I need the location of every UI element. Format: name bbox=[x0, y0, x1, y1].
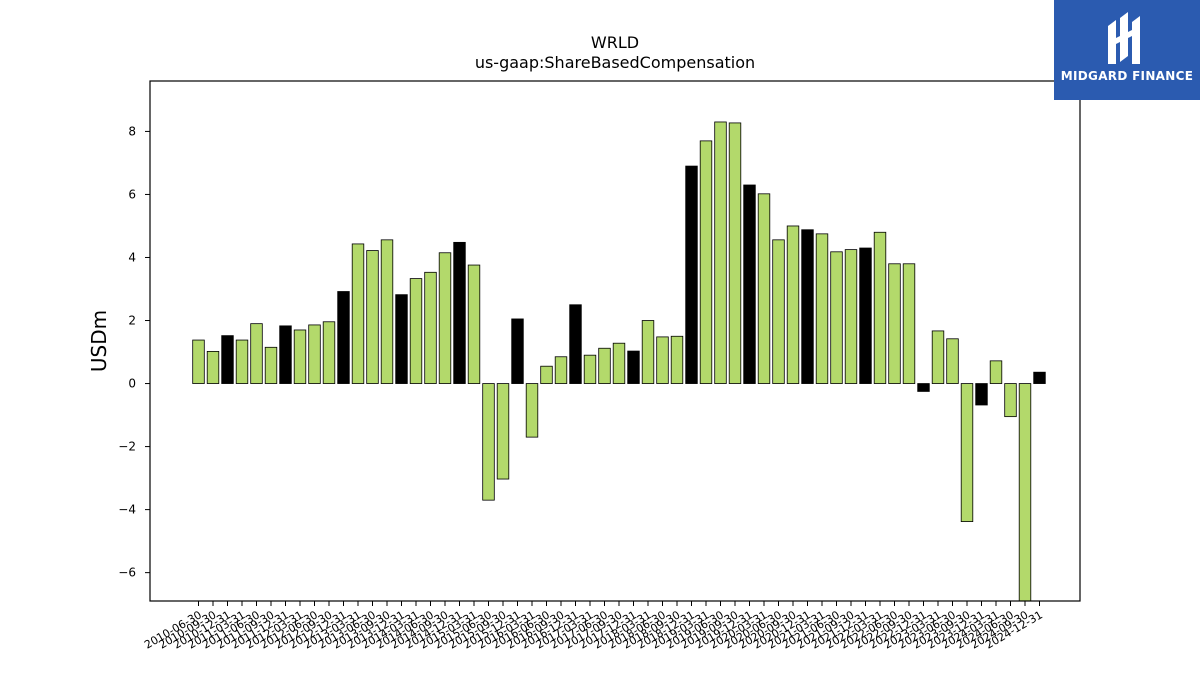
bar-2016-09-30 bbox=[554, 356, 568, 384]
bar-2019-09-30 bbox=[728, 122, 742, 384]
bar-2017-03-31 bbox=[583, 354, 597, 384]
bar-2011-06-30 bbox=[250, 323, 263, 384]
bar-2020-03-31 bbox=[757, 193, 771, 384]
brand-name: MIDGARD FINANCE bbox=[1060, 69, 1194, 83]
bar-2023-06-30 bbox=[946, 338, 959, 384]
bar-2014-12-31 bbox=[453, 241, 466, 384]
bar-2022-03-31 bbox=[873, 231, 887, 384]
bar-2015-03-31 bbox=[467, 264, 481, 384]
bar-2021-06-30 bbox=[830, 251, 843, 384]
bar-2024-06-30 bbox=[1004, 383, 1017, 418]
brand-logo: MIDGARD FINANCE bbox=[1054, 0, 1200, 100]
y-tick-label: 6 bbox=[128, 187, 136, 201]
bar-2017-09-30 bbox=[612, 342, 626, 384]
y-tick-label: −6 bbox=[118, 566, 136, 580]
bar-2016-06-30 bbox=[540, 365, 553, 384]
bar-2018-12-31 bbox=[685, 165, 698, 384]
bar-2013-03-31 bbox=[351, 243, 365, 384]
plot-area-frame bbox=[149, 80, 1081, 602]
bar-2024-03-31 bbox=[989, 360, 1003, 384]
y-tick-label: 8 bbox=[128, 124, 136, 138]
bar-2015-12-31 bbox=[511, 318, 524, 384]
y-tick-label: 4 bbox=[128, 250, 136, 264]
bar-2022-12-31 bbox=[917, 383, 930, 392]
bar-2021-09-30 bbox=[844, 249, 858, 384]
bar-2012-06-30 bbox=[308, 324, 321, 384]
bar-2020-12-31 bbox=[801, 229, 814, 384]
bar-2013-12-31 bbox=[395, 294, 408, 384]
bar-2010-06-30 bbox=[192, 339, 205, 384]
bars-group bbox=[192, 121, 1046, 602]
bar-2023-09-30 bbox=[960, 383, 974, 522]
bar-2019-03-31 bbox=[699, 140, 713, 384]
bar-2012-12-31 bbox=[337, 291, 350, 384]
bar-2021-03-31 bbox=[815, 233, 829, 384]
y-tick-label: 0 bbox=[128, 377, 136, 391]
bar-2013-06-30 bbox=[366, 250, 379, 384]
bar-2020-09-30 bbox=[786, 225, 800, 384]
bar-2024-12-31 bbox=[1033, 371, 1046, 384]
y-tick-label: 2 bbox=[128, 314, 136, 328]
bar-2014-09-30 bbox=[438, 252, 452, 384]
bar-2021-12-31 bbox=[859, 247, 872, 384]
midgard-logo-icon bbox=[1108, 12, 1140, 64]
bar-2023-03-31 bbox=[931, 330, 945, 384]
bar-2011-03-31 bbox=[235, 339, 249, 384]
y-tick-label: −2 bbox=[118, 440, 136, 454]
bar-2011-12-31 bbox=[279, 325, 292, 384]
bar-2014-03-31 bbox=[409, 278, 423, 384]
bar-2010-12-31 bbox=[221, 335, 234, 384]
bar-2018-06-30 bbox=[656, 336, 669, 384]
y-tick-label: −4 bbox=[118, 503, 136, 517]
bar-2014-06-30 bbox=[424, 271, 437, 384]
bar-2013-09-30 bbox=[380, 239, 394, 384]
bar-2012-09-30 bbox=[322, 321, 336, 384]
bar-2016-12-31 bbox=[569, 304, 582, 384]
bar-2010-09-30 bbox=[206, 350, 220, 384]
bar-2022-09-30 bbox=[902, 263, 916, 384]
y-axis-label: USDm bbox=[87, 310, 111, 372]
bar-2019-06-30 bbox=[714, 121, 727, 384]
bar-2012-03-31 bbox=[293, 329, 307, 384]
bar-2017-12-31 bbox=[627, 350, 640, 384]
bar-2023-12-31 bbox=[975, 383, 988, 406]
bar-2011-09-30 bbox=[264, 346, 278, 384]
y-ticks-group: −6 −4 −2 0 2 4 6 8 bbox=[118, 124, 150, 580]
chart-title: WRLD bbox=[591, 33, 639, 52]
bar-2018-09-30 bbox=[670, 335, 684, 384]
bar-2022-06-30 bbox=[888, 263, 901, 384]
bar-2015-06-30 bbox=[482, 383, 495, 501]
bar-2024-09-30 bbox=[1018, 383, 1032, 602]
bar-2019-12-31 bbox=[743, 184, 756, 384]
x-ticks-group: 2010-06-302010-09-302010-12-312011-03-31… bbox=[142, 601, 1045, 652]
bar-2018-03-31 bbox=[641, 320, 655, 384]
bar-2015-09-30 bbox=[496, 383, 510, 480]
bar-2016-03-31 bbox=[525, 383, 539, 438]
bar-2017-06-30 bbox=[598, 347, 611, 384]
chart-subtitle: us-gaap:ShareBasedCompensation bbox=[475, 53, 755, 72]
bar-2020-06-30 bbox=[772, 239, 785, 384]
